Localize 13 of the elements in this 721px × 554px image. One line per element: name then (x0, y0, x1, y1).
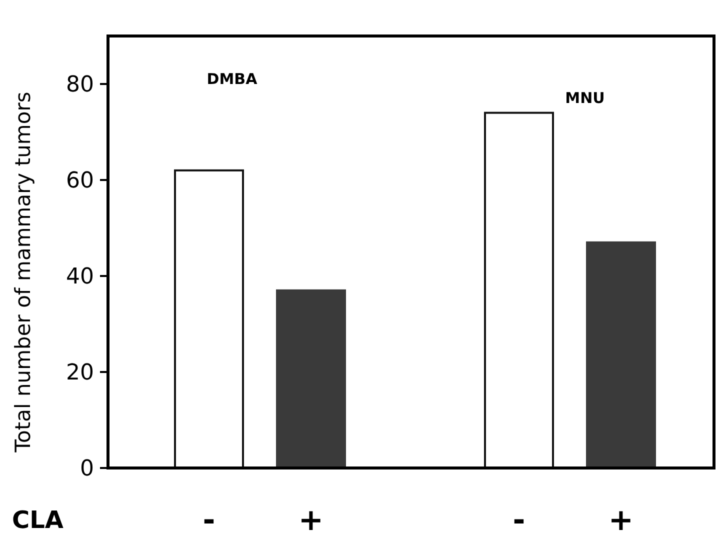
y-tick-label: 20 (66, 360, 94, 386)
x-tick-label: - (202, 503, 216, 538)
x-tick-label: + (298, 503, 324, 538)
y-axis-title: Total number of mammary tumors (11, 92, 35, 454)
annotation: DMBA (206, 70, 258, 88)
x-tick-label: + (608, 503, 634, 538)
annotation: MNU (565, 89, 605, 108)
x-tick-label: - (512, 503, 526, 538)
y-tick-label: 80 (66, 72, 94, 98)
y-tick-label: 40 (66, 264, 94, 290)
y-tick-label: 60 (66, 168, 94, 194)
y-tick-label: 0 (80, 456, 94, 482)
x-axis-title: CLA (12, 506, 64, 534)
